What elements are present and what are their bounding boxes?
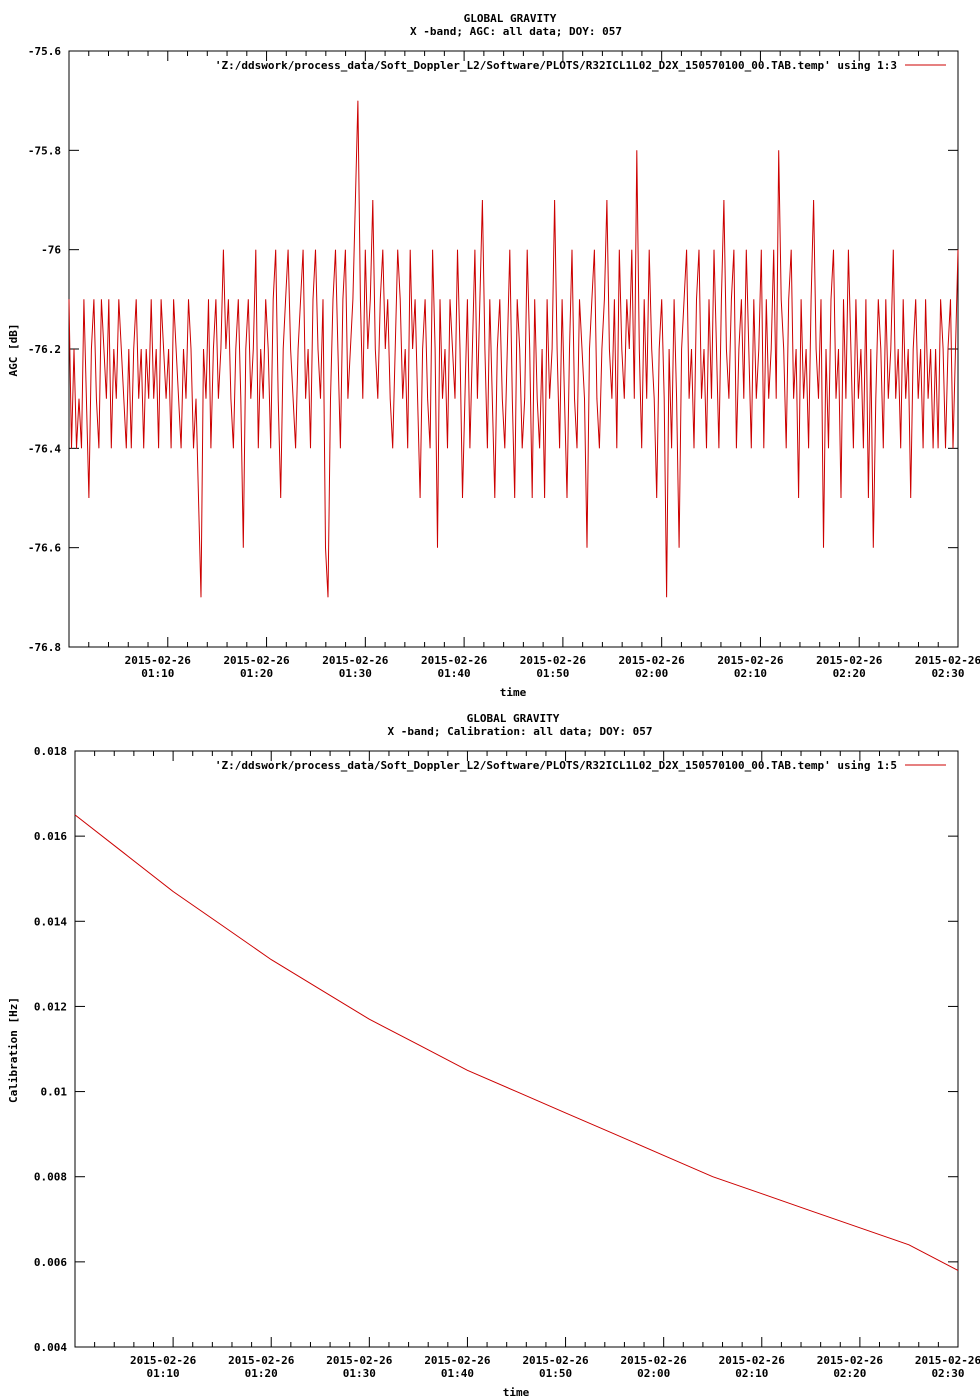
x-tick-label-time: 01:30 xyxy=(339,667,372,680)
y-ticks: -75.6 -75.8 -76 -76.2 -76.4 -76.6 -76.8 xyxy=(28,45,958,654)
x-tick-label-date: 2015-02-26 xyxy=(619,654,686,667)
x-ticks: 2015-02-2601:102015-02-2601:202015-02-26… xyxy=(94,751,980,1380)
x-tick-label-date: 2015-02-26 xyxy=(326,1354,393,1367)
x-tick-label-time: 01:10 xyxy=(147,1367,180,1380)
y-tick-label: 0.018 xyxy=(34,745,67,758)
y-tick-label: -76.2 xyxy=(28,343,61,356)
x-axis-label: time xyxy=(500,686,527,699)
x-tick-label-time: 01:30 xyxy=(343,1367,376,1380)
y-tick-label: -76.4 xyxy=(28,442,61,455)
y-tick-label: 0.004 xyxy=(34,1341,67,1354)
x-tick-label-time: 02:30 xyxy=(931,1367,964,1380)
x-tick-label-time: 02:00 xyxy=(635,667,668,680)
x-tick-label-time: 01:40 xyxy=(438,667,471,680)
x-tick-label-date: 2015-02-26 xyxy=(223,654,290,667)
x-tick-label-date: 2015-02-26 xyxy=(817,1354,884,1367)
x-tick-label-date: 2015-02-26 xyxy=(915,1354,980,1367)
x-tick-label-time: 01:50 xyxy=(536,667,569,680)
legend-label: 'Z:/ddswork/process_data/Soft_Doppler_L2… xyxy=(215,59,897,72)
series-line xyxy=(68,100,959,598)
x-tick-label-time: 02:30 xyxy=(931,667,964,680)
y-tick-label: 0.008 xyxy=(34,1171,67,1184)
chart-title: GLOBAL GRAVITY xyxy=(467,712,560,725)
x-axis-label: time xyxy=(503,1386,530,1399)
x-tick-label-time: 01:50 xyxy=(539,1367,572,1380)
y-tick-label: 0.01 xyxy=(41,1086,68,1099)
x-tick-label-date: 2015-02-26 xyxy=(130,1354,197,1367)
x-tick-label-date: 2015-02-26 xyxy=(915,654,980,667)
y-tick-label: -76.8 xyxy=(28,641,61,654)
x-tick-label-date: 2015-02-26 xyxy=(719,1354,786,1367)
x-tick-label-date: 2015-02-26 xyxy=(322,654,389,667)
y-tick-label: 0.006 xyxy=(34,1256,67,1269)
x-tick-label-time: 01:40 xyxy=(441,1367,474,1380)
y-tick-label: -75.6 xyxy=(28,45,61,58)
x-tick-label-time: 01:20 xyxy=(240,667,273,680)
calibration-chart: GLOBAL GRAVITY X -band; Calibration: all… xyxy=(7,712,980,1399)
series-line xyxy=(74,814,959,1271)
x-tick-label-date: 2015-02-26 xyxy=(522,1354,589,1367)
x-tick-label-date: 2015-02-26 xyxy=(228,1354,295,1367)
y-tick-label: 0.016 xyxy=(34,830,67,843)
x-tick-label-date: 2015-02-26 xyxy=(621,1354,688,1367)
x-tick-label-date: 2015-02-26 xyxy=(421,654,488,667)
x-tick-label-time: 01:20 xyxy=(245,1367,278,1380)
x-tick-label-date: 2015-02-26 xyxy=(717,654,784,667)
x-tick-label-time: 02:20 xyxy=(833,667,866,680)
x-tick-label-time: 02:20 xyxy=(833,1367,866,1380)
agc-chart: GLOBAL GRAVITY X -band; AGC: all data; D… xyxy=(7,12,980,699)
x-tick-label-date: 2015-02-26 xyxy=(125,654,192,667)
x-tick-label-date: 2015-02-26 xyxy=(424,1354,491,1367)
x-tick-label-date: 2015-02-26 xyxy=(816,654,883,667)
chart-subtitle: X -band; AGC: all data; DOY: 057 xyxy=(410,25,622,38)
x-tick-label-time: 02:00 xyxy=(637,1367,670,1380)
x-tick-label-time: 02:10 xyxy=(735,1367,768,1380)
chart-title: GLOBAL GRAVITY xyxy=(464,12,557,25)
y-tick-label: 0.012 xyxy=(34,1000,67,1013)
chart-subtitle: X -band; Calibration: all data; DOY: 057 xyxy=(388,725,653,738)
plot-frame xyxy=(68,50,959,648)
x-tick-label-date: 2015-02-26 xyxy=(520,654,587,667)
y-tick-label: -76 xyxy=(41,244,61,257)
x-tick-label-time: 01:10 xyxy=(141,667,174,680)
y-axis-label: AGC [dB] xyxy=(7,324,20,377)
plot-frame xyxy=(74,750,959,1348)
y-tick-label: -76.6 xyxy=(28,542,61,555)
y-axis-label: Calibration [Hz] xyxy=(7,997,20,1103)
legend-label: 'Z:/ddswork/process_data/Soft_Doppler_L2… xyxy=(215,759,897,772)
y-tick-label: 0.014 xyxy=(34,915,67,928)
series-group xyxy=(68,100,959,598)
x-tick-label-time: 02:10 xyxy=(734,667,767,680)
y-ticks: 0.018 0.016 0.014 0.012 0.01 0.008 0.006 0.004 xyxy=(34,745,958,1354)
x-ticks: 2015-02-2601:102015-02-2601:202015-02-26… xyxy=(88,51,980,680)
y-tick-label: -75.8 xyxy=(28,144,61,157)
series-group xyxy=(74,814,959,1271)
